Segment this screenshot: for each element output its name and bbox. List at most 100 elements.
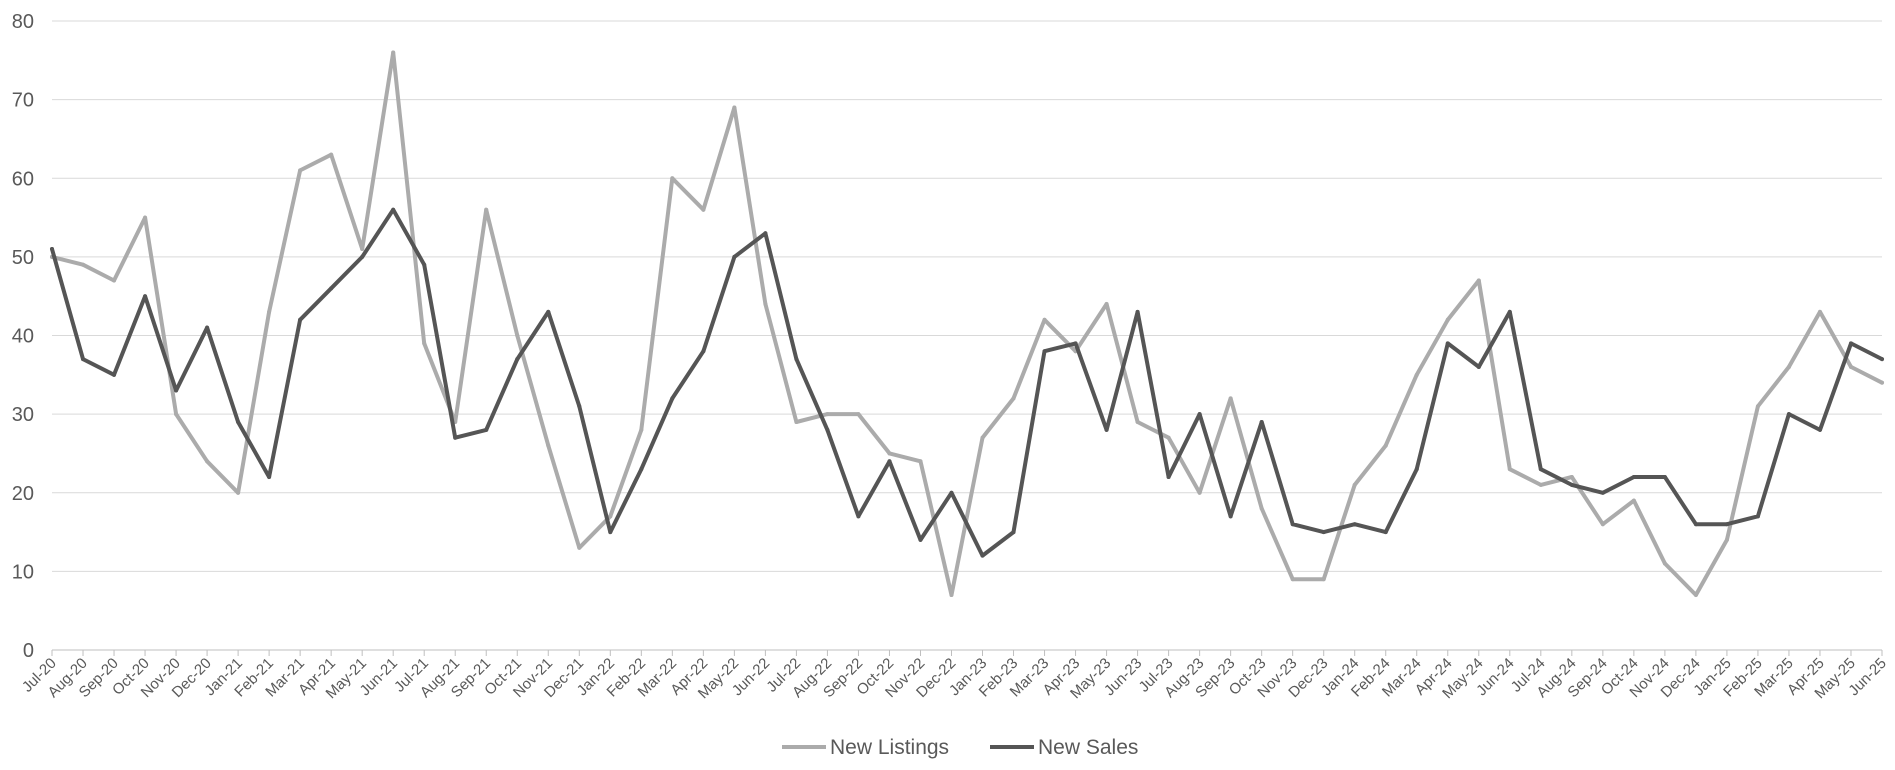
data-point xyxy=(1228,396,1233,401)
gridlines xyxy=(52,20,1882,651)
data-point xyxy=(515,357,520,362)
data-point xyxy=(1352,522,1357,527)
y-tick-label: 0 xyxy=(23,640,34,662)
data-point xyxy=(1042,317,1047,322)
y-tick-label: 10 xyxy=(12,561,34,583)
data-point xyxy=(1228,514,1233,519)
data-point xyxy=(1476,364,1481,369)
legend: New Listings New Sales xyxy=(782,736,1138,759)
data-point xyxy=(1476,278,1481,283)
data-point xyxy=(484,427,489,432)
data-point xyxy=(1693,592,1698,597)
data-point xyxy=(887,451,892,456)
y-tick-label: 60 xyxy=(12,168,34,190)
data-point xyxy=(856,514,861,519)
data-point xyxy=(1073,341,1078,346)
data-point xyxy=(360,254,365,259)
data-point xyxy=(1662,475,1667,480)
data-point xyxy=(112,278,117,283)
data-point xyxy=(1321,530,1326,535)
data-point xyxy=(887,459,892,464)
data-point xyxy=(1817,427,1822,432)
data-point xyxy=(1321,577,1326,582)
y-tick-label: 30 xyxy=(12,404,34,426)
data-point xyxy=(422,262,427,267)
data-point xyxy=(1724,537,1729,542)
data-point xyxy=(1042,349,1047,354)
data-point xyxy=(1135,309,1140,314)
data-point xyxy=(856,412,861,417)
data-point xyxy=(1414,372,1419,377)
data-point xyxy=(143,294,148,299)
data-point xyxy=(1507,309,1512,314)
data-point xyxy=(1569,482,1574,487)
data-point xyxy=(546,309,551,314)
data-point xyxy=(112,372,117,377)
y-tick-label: 80 xyxy=(12,11,34,33)
data-point xyxy=(205,459,210,464)
data-point xyxy=(1166,475,1171,480)
data-point xyxy=(50,247,54,252)
data-point xyxy=(577,404,582,409)
data-point xyxy=(81,262,86,267)
series-new-sales xyxy=(50,207,1884,558)
data-point xyxy=(794,357,799,362)
data-point xyxy=(1166,435,1171,440)
data-point xyxy=(174,388,179,393)
data-point xyxy=(1880,380,1884,385)
data-point xyxy=(732,254,737,259)
data-point xyxy=(391,50,396,55)
data-point xyxy=(422,341,427,346)
data-point xyxy=(391,207,396,212)
data-point xyxy=(639,467,644,472)
data-point xyxy=(1786,412,1791,417)
data-point xyxy=(1259,419,1264,424)
data-point xyxy=(484,207,489,212)
data-point xyxy=(670,176,675,181)
y-tick-label: 20 xyxy=(12,483,34,505)
data-point xyxy=(825,427,830,432)
data-point xyxy=(1383,443,1388,448)
data-point xyxy=(81,357,86,362)
data-point xyxy=(1755,514,1760,519)
data-point xyxy=(1538,482,1543,487)
data-point xyxy=(1290,522,1295,527)
data-point xyxy=(1383,530,1388,535)
data-point xyxy=(267,475,272,480)
data-point xyxy=(701,207,706,212)
data-point xyxy=(608,514,613,519)
data-point xyxy=(1445,317,1450,322)
data-point xyxy=(1755,404,1760,409)
data-point xyxy=(825,412,830,417)
data-point xyxy=(1600,490,1605,495)
data-point xyxy=(1104,302,1109,307)
data-point xyxy=(1538,467,1543,472)
data-point xyxy=(763,302,768,307)
data-point xyxy=(794,419,799,424)
data-point xyxy=(980,435,985,440)
data-point xyxy=(1135,419,1140,424)
data-point xyxy=(360,247,365,252)
data-point xyxy=(763,231,768,236)
data-point xyxy=(1352,482,1357,487)
data-point xyxy=(608,530,613,535)
data-point xyxy=(1011,396,1016,401)
legend-item: New Listings xyxy=(782,736,949,759)
data-point xyxy=(1631,475,1636,480)
data-point xyxy=(1290,577,1295,582)
data-point xyxy=(1259,506,1264,511)
data-point xyxy=(918,537,923,542)
legend-item: New Sales xyxy=(990,736,1138,759)
data-point xyxy=(1600,522,1605,527)
data-point xyxy=(546,443,551,448)
data-point xyxy=(1724,522,1729,527)
data-point xyxy=(1662,561,1667,566)
data-point xyxy=(1817,309,1822,314)
data-point xyxy=(949,490,954,495)
data-point xyxy=(1569,475,1574,480)
data-point xyxy=(1197,412,1202,417)
data-point xyxy=(732,105,737,110)
data-point xyxy=(329,152,334,157)
